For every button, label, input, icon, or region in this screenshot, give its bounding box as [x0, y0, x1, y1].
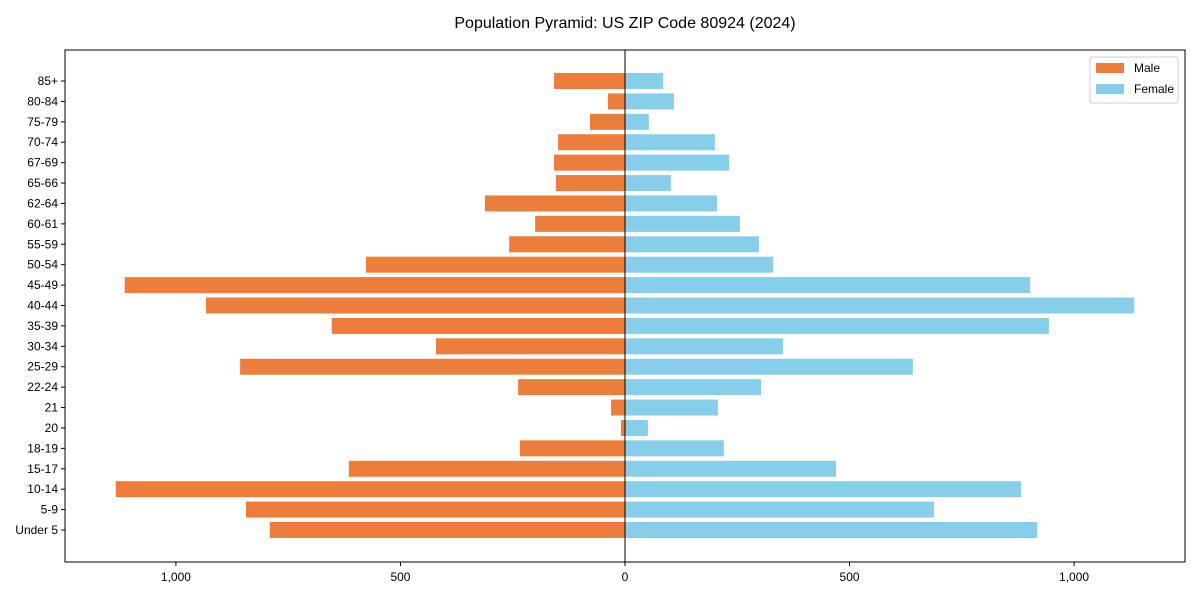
bar-female-15-17	[625, 460, 837, 477]
y-tick-label: 40-44	[27, 299, 58, 313]
bar-male-75-79	[589, 113, 625, 130]
bar-female-55-59	[625, 236, 759, 253]
bar-female-45-49	[625, 277, 1031, 294]
bar-female-21	[625, 399, 718, 416]
x-tick-label: 1,000	[1059, 570, 1089, 584]
bar-female-50-54	[625, 256, 774, 273]
bar-male-50-54	[365, 256, 625, 273]
bar-female-40-44	[625, 297, 1135, 314]
bar-female-70-74	[625, 134, 715, 151]
y-tick-label: Under 5	[15, 523, 58, 537]
bar-female-10-14	[625, 481, 1022, 498]
chart-title: Population Pyramid: US ZIP Code 80924 (2…	[454, 15, 795, 32]
x-tick-label: 500	[840, 570, 860, 584]
bar-female-65-66	[625, 175, 671, 192]
bar-male-5-9	[245, 501, 626, 518]
x-tick-label: 500	[390, 570, 410, 584]
y-tick-label: 22-24	[27, 380, 58, 394]
bar-female-85+	[625, 73, 664, 89]
bar-male-30-34	[435, 338, 625, 355]
bar-male-25-29	[240, 358, 626, 375]
bar-male-55-59	[509, 236, 625, 253]
bar-male-60-61	[535, 215, 625, 232]
y-tick-label: 5-9	[41, 503, 59, 517]
bar-male-80-84	[607, 93, 625, 110]
legend: Male Female	[1089, 56, 1179, 104]
bar-male-85+	[554, 73, 625, 89]
bar-female-20	[625, 419, 648, 436]
bar-male-20	[620, 419, 625, 436]
y-tick-label: 21	[45, 401, 59, 415]
bar-male-62-64	[484, 195, 625, 212]
y-tick-label: 50-54	[27, 258, 58, 272]
bar-male-35-39	[331, 317, 625, 334]
legend-female-swatch	[1096, 84, 1124, 94]
bar-female-62-64	[625, 195, 718, 212]
bar-male-15-17	[348, 460, 625, 477]
bar-female-60-61	[625, 215, 740, 232]
bar-male-18-19	[519, 440, 625, 457]
legend-male-swatch	[1096, 63, 1124, 73]
legend-female-label: Female	[1134, 82, 1174, 96]
bar-male-10-14	[115, 481, 625, 498]
y-tick-label: 20	[45, 421, 59, 435]
bar-male-67-69	[554, 154, 625, 171]
y-tick-label: 30-34	[27, 339, 58, 353]
y-tick-label: 62-64	[27, 196, 58, 210]
bar-female-5-9	[625, 501, 934, 518]
y-tick-label: 65-66	[27, 176, 58, 190]
bar-male-40-44	[206, 297, 625, 314]
y-tick-label: 60-61	[27, 217, 58, 231]
y-tick-label: 25-29	[27, 360, 58, 374]
x-tick-label: 0	[622, 570, 629, 584]
bar-female-Under 5	[625, 522, 1038, 538]
y-tick-label: 45-49	[27, 278, 58, 292]
y-tick-label: 18-19	[27, 441, 58, 455]
bar-male-70-74	[558, 134, 625, 151]
y-tick-label: 85+	[38, 74, 58, 88]
bar-female-80-84	[625, 93, 674, 110]
bar-female-25-29	[625, 358, 913, 375]
bar-male-45-49	[124, 277, 625, 294]
bar-female-30-34	[625, 338, 784, 355]
bar-female-35-39	[625, 317, 1049, 334]
bar-male-21	[611, 399, 625, 416]
bar-male-65-66	[555, 175, 625, 192]
y-tick-label: 75-79	[27, 115, 58, 129]
bar-female-18-19	[625, 440, 724, 457]
y-tick-label: 70-74	[27, 135, 58, 149]
y-tick-label: 15-17	[27, 462, 58, 476]
y-tick-label: 80-84	[27, 94, 58, 108]
y-tick-label: 67-69	[27, 156, 58, 170]
bar-female-67-69	[625, 154, 730, 171]
bar-male-Under 5	[269, 522, 625, 538]
y-tick-label: 10-14	[27, 482, 58, 496]
y-tick-label: 55-59	[27, 237, 58, 251]
legend-male-label: Male	[1134, 61, 1160, 75]
y-tick-label: 35-39	[27, 319, 58, 333]
bar-female-22-24	[625, 379, 762, 396]
bar-male-22-24	[518, 379, 625, 396]
x-tick-label: 1,000	[161, 570, 191, 584]
bar-female-75-79	[625, 113, 649, 130]
